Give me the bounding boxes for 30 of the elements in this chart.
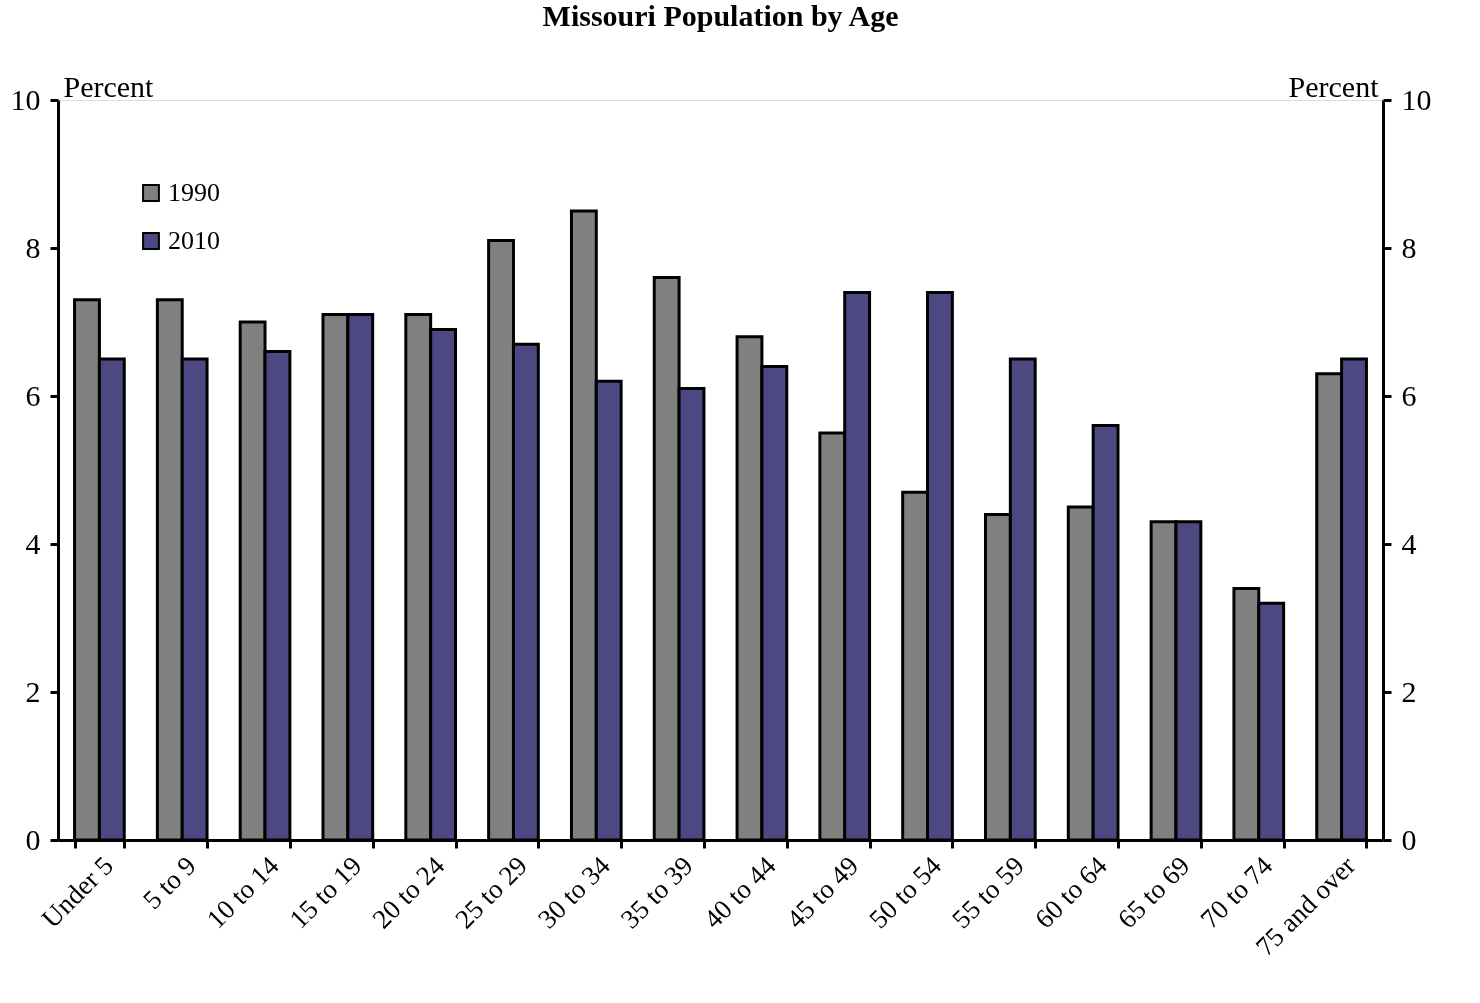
x-tick-label: 60 to 64 — [1028, 850, 1114, 935]
x-tick-label: 50 to 54 — [863, 850, 948, 935]
y-tick-label: 8 — [25, 230, 41, 264]
x-tick-label: 20 to 24 — [366, 850, 451, 935]
y-axis-title: Percent — [63, 69, 155, 103]
x-tick-label: 15 to 19 — [283, 850, 368, 935]
x-tick-label: 65 to 69 — [1111, 850, 1196, 935]
y2-axis-title: Percent — [1288, 69, 1380, 103]
x-tick-label: 30 to 34 — [532, 850, 617, 935]
x-tick-label: 5 to 9 — [137, 850, 202, 916]
x-tick-label: 40 to 44 — [697, 850, 782, 935]
x-tick-label: 25 to 29 — [449, 850, 534, 935]
chart-title: Missouri Population by Age — [542, 0, 899, 32]
x-tick-label: 10 to 14 — [200, 850, 285, 935]
y-tick-label: 6 — [25, 378, 41, 412]
y2-tick-label: 0 — [1401, 822, 1417, 856]
legend-label: 1990 — [168, 178, 220, 207]
legend-label: 2010 — [168, 226, 220, 255]
x-tick-label: 55 to 59 — [946, 850, 1030, 935]
y-tick-label: 4 — [25, 526, 41, 560]
y2-tick-label: 2 — [1401, 674, 1417, 708]
y-tick-label: 0 — [25, 822, 41, 856]
y2-tick-label: 10 — [1401, 82, 1432, 116]
y2-tick-label: 8 — [1401, 230, 1417, 264]
y2-tick-label: 6 — [1401, 378, 1417, 412]
x-tick-label: 45 to 49 — [780, 850, 865, 935]
x-tick-label: 35 to 39 — [614, 850, 699, 935]
y-tick-label: 10 — [10, 82, 41, 116]
y2-tick-label: 4 — [1401, 526, 1417, 560]
y-tick-label: 2 — [25, 674, 41, 708]
